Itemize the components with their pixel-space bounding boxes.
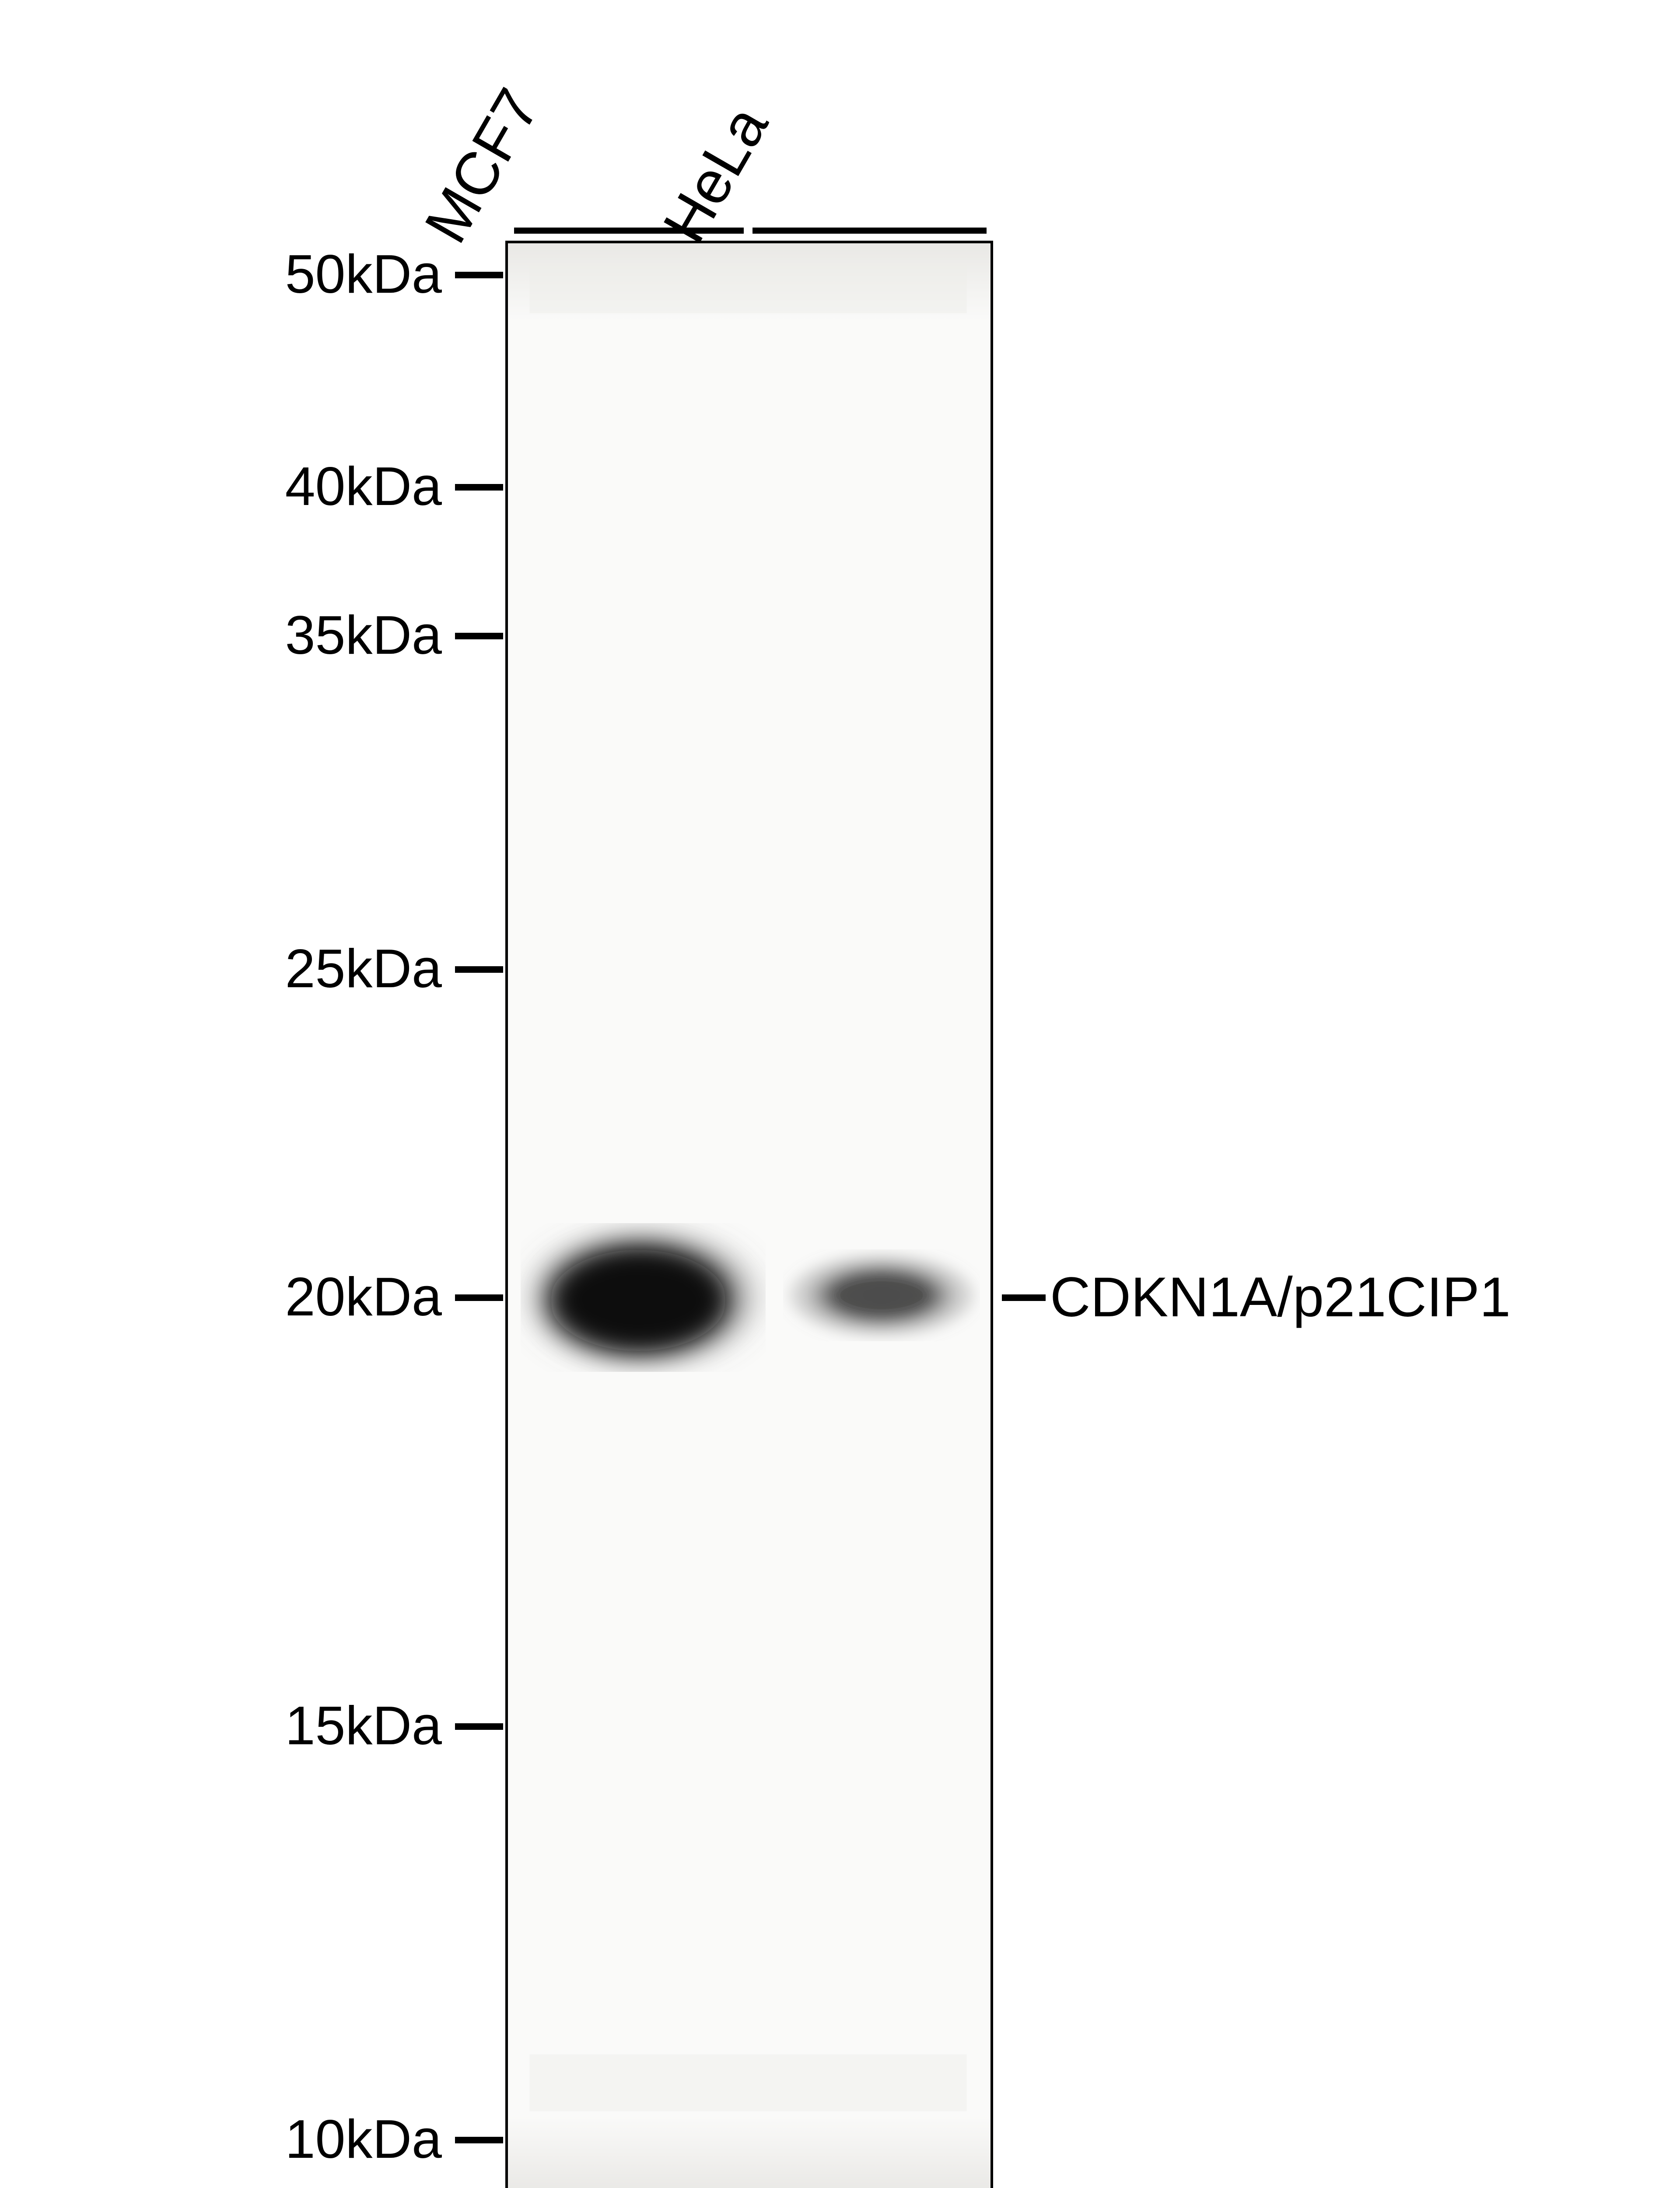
mw-label: 40kDa [285,456,442,518]
mw-tick [455,2137,503,2143]
membrane-background [508,243,990,2188]
mw-label: 35kDa [285,604,442,666]
blot-membrane-strip [505,241,993,2188]
band-label-tick [1002,1294,1046,1301]
mw-tick [455,1294,503,1301]
mw-label: 10kDa [285,2108,442,2170]
western-blot-figure: MCF7HeLa 50kDa40kDa35kDa25kDa20kDa15kDa1… [0,0,1680,2188]
mw-tick [455,272,503,278]
mw-tick [455,1723,503,1730]
mw-label: 20kDa [285,1266,442,1328]
mw-label: 50kDa [285,243,442,305]
band-target-label: CDKN1A/p21CIP1 [1050,1265,1511,1329]
protein-band [521,1223,766,1372]
protein-band [783,1249,980,1341]
mw-label: 15kDa [285,1695,442,1757]
lane-underline [752,228,987,234]
mw-tick [455,484,503,491]
mw-tick [455,633,503,639]
mw-tick [455,966,503,973]
mw-label: 25kDa [285,938,442,1000]
